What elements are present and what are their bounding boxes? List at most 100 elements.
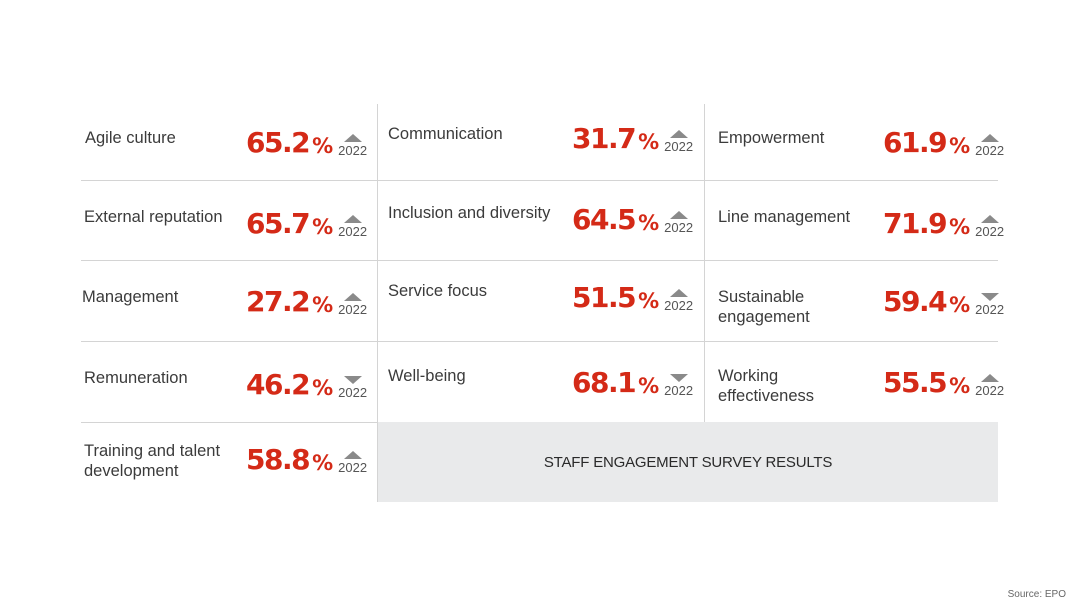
triangle-down-icon xyxy=(343,376,362,384)
trend-indicator: 2022 xyxy=(664,374,693,398)
metric-value-group: 46.2 % 2022 xyxy=(246,368,367,401)
metric-label: Sustainable engagement xyxy=(718,288,810,326)
metric-value-group: 55.5 % 2022 xyxy=(883,366,1004,399)
survey-results-grid: Agile culture 65.2 % 2022 Communication … xyxy=(81,104,1004,502)
column-divider xyxy=(704,104,705,422)
comparison-year: 2022 xyxy=(664,139,694,154)
percent-sign: % xyxy=(638,211,660,235)
metric-value: 65.7 xyxy=(246,207,311,240)
triangle-up-icon xyxy=(343,215,362,223)
metric-value-group: 65.2 % 2022 xyxy=(246,126,367,159)
metric-value: 46.2 xyxy=(246,368,311,401)
trend-indicator: 2022 xyxy=(975,134,1004,158)
percent-sign: % xyxy=(638,130,660,154)
percent-sign: % xyxy=(949,134,971,158)
percent-sign: % xyxy=(638,374,660,398)
triangle-up-icon xyxy=(669,289,688,297)
triangle-up-icon xyxy=(669,130,688,138)
triangle-up-icon xyxy=(669,211,688,219)
comparison-year: 2022 xyxy=(664,298,694,313)
row-divider xyxy=(81,260,998,261)
comparison-year: 2022 xyxy=(338,143,368,158)
title-banner: STAFF ENGAGEMENT SURVEY RESULTS xyxy=(378,422,998,502)
metric-label: Training and talent development xyxy=(84,442,221,480)
triangle-up-icon xyxy=(343,451,362,459)
metric-value-group: 68.1 % 2022 xyxy=(572,366,693,399)
metric-label: Remuneration xyxy=(84,369,188,387)
metric-label: Communication xyxy=(388,125,503,143)
comparison-year: 2022 xyxy=(664,383,694,398)
comparison-year: 2022 xyxy=(975,224,1005,239)
percent-sign: % xyxy=(949,293,971,317)
percent-sign: % xyxy=(312,293,334,317)
metric-label: Agile culture xyxy=(85,129,176,147)
trend-indicator: 2022 xyxy=(664,130,693,154)
percent-sign: % xyxy=(949,374,971,398)
metric-label: Management xyxy=(82,288,179,306)
triangle-up-icon xyxy=(343,134,362,142)
metric-value-group: 58.8 % 2022 xyxy=(246,443,367,476)
trend-indicator: 2022 xyxy=(338,451,367,475)
column-divider xyxy=(377,104,378,502)
source-note: Source: EPO xyxy=(1007,589,1066,600)
metric-value: 68.1 xyxy=(572,366,637,399)
metric-value-group: 27.2 % 2022 xyxy=(246,285,367,318)
metric-value: 55.5 xyxy=(883,366,948,399)
comparison-year: 2022 xyxy=(338,460,368,475)
percent-sign: % xyxy=(312,376,334,400)
metric-value: 65.2 xyxy=(246,126,311,159)
trend-indicator: 2022 xyxy=(975,374,1004,398)
metric-value-group: 65.7 % 2022 xyxy=(246,207,367,240)
trend-indicator: 2022 xyxy=(975,293,1004,317)
percent-sign: % xyxy=(312,215,334,239)
percent-sign: % xyxy=(638,289,660,313)
metric-value: 64.5 xyxy=(572,203,637,236)
triangle-down-icon xyxy=(669,374,688,382)
metric-value: 59.4 xyxy=(883,285,948,318)
metric-value: 31.7 xyxy=(572,122,637,155)
metric-value: 61.9 xyxy=(883,126,948,159)
comparison-year: 2022 xyxy=(975,302,1005,317)
metric-label: Working effectiveness xyxy=(718,367,815,405)
comparison-year: 2022 xyxy=(338,302,368,317)
metric-value: 27.2 xyxy=(246,285,311,318)
trend-indicator: 2022 xyxy=(664,211,693,235)
metric-value-group: 61.9 % 2022 xyxy=(883,126,1004,159)
metric-value-group: 59.4 % 2022 xyxy=(883,285,1004,318)
metric-label: Empowerment xyxy=(718,129,825,147)
triangle-up-icon xyxy=(980,374,999,382)
triangle-up-icon xyxy=(980,134,999,142)
triangle-down-icon xyxy=(980,293,999,301)
metric-label: Line management xyxy=(718,208,851,226)
metric-value: 71.9 xyxy=(883,207,948,240)
trend-indicator: 2022 xyxy=(664,289,693,313)
title: STAFF ENGAGEMENT SURVEY RESULTS xyxy=(543,453,833,471)
comparison-year: 2022 xyxy=(338,385,368,400)
comparison-year: 2022 xyxy=(664,220,694,235)
triangle-up-icon xyxy=(980,215,999,223)
metric-value: 51.5 xyxy=(572,281,637,314)
metric-value: 58.8 xyxy=(246,443,311,476)
metric-label: Service focus xyxy=(388,282,488,300)
percent-sign: % xyxy=(312,134,334,158)
metric-value-group: 71.9 % 2022 xyxy=(883,207,1004,240)
trend-indicator: 2022 xyxy=(338,134,367,158)
metric-value-group: 64.5 % 2022 xyxy=(572,203,693,236)
metric-label: External reputation xyxy=(84,208,223,226)
metric-value-group: 51.5 % 2022 xyxy=(572,281,693,314)
trend-indicator: 2022 xyxy=(338,376,367,400)
triangle-up-icon xyxy=(343,293,362,301)
metric-label: Inclusion and diversity xyxy=(388,204,551,222)
metric-value-group: 31.7 % 2022 xyxy=(572,122,693,155)
comparison-year: 2022 xyxy=(975,143,1005,158)
row-divider xyxy=(81,341,998,342)
trend-indicator: 2022 xyxy=(975,215,1004,239)
percent-sign: % xyxy=(949,215,971,239)
comparison-year: 2022 xyxy=(975,383,1005,398)
trend-indicator: 2022 xyxy=(338,215,367,239)
trend-indicator: 2022 xyxy=(338,293,367,317)
metric-label: Well-being xyxy=(388,367,466,385)
comparison-year: 2022 xyxy=(338,224,368,239)
percent-sign: % xyxy=(312,451,334,475)
row-divider xyxy=(81,180,998,181)
